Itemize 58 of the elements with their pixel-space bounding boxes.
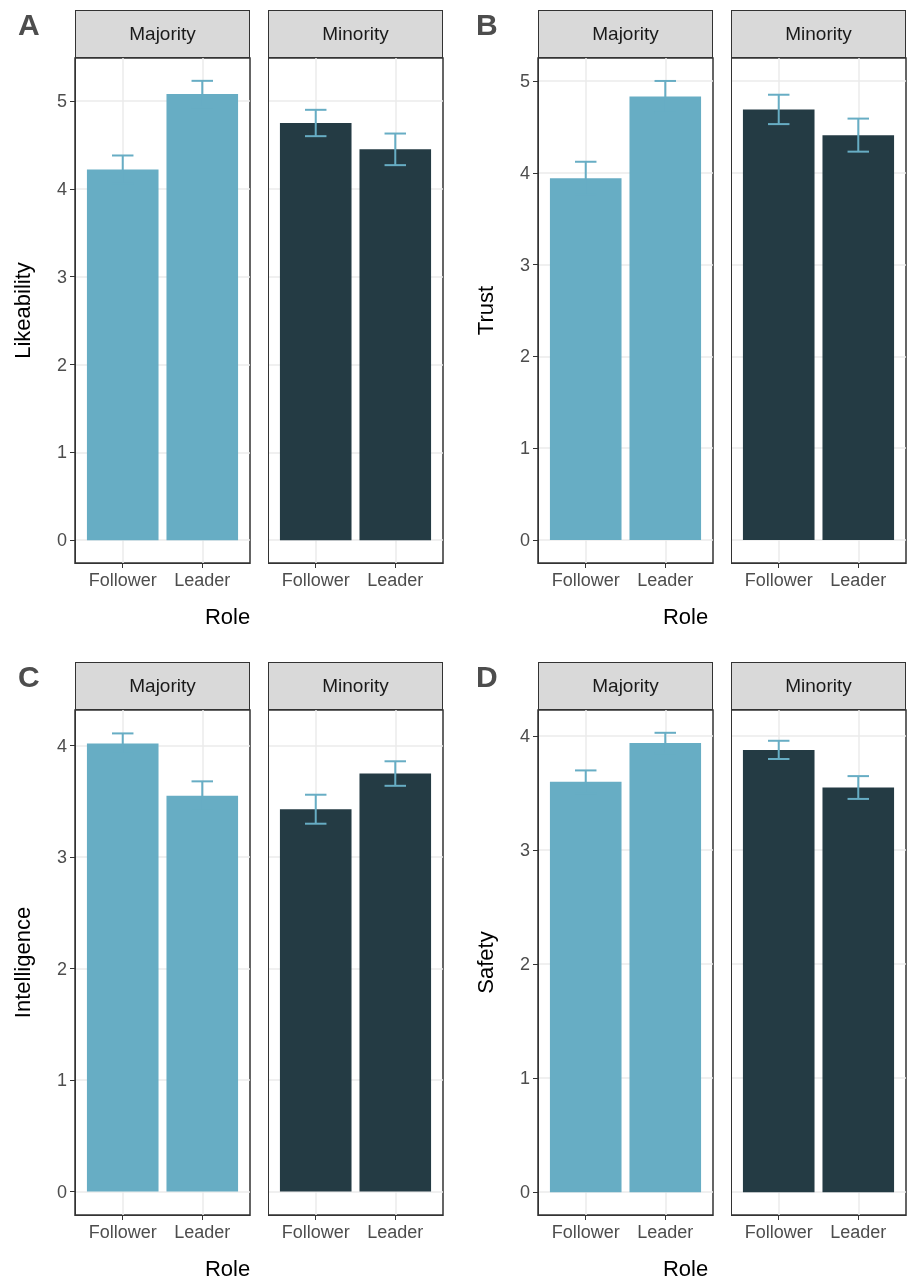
text: C (18, 660, 40, 694)
facet-strip: Majority (75, 10, 250, 58)
x-tick-label: Leader (830, 570, 887, 590)
facet-strip: Minority (268, 10, 443, 58)
x-tick-label: Follower (281, 1222, 350, 1242)
y-tick-label: 4 (56, 735, 67, 756)
x-tick-label: Follower (744, 570, 813, 590)
x-axis-title: Role (662, 603, 709, 629)
y-tick-label: 3 (56, 266, 67, 287)
y-tick-label: 2 (56, 958, 67, 979)
y-tick-label: 3 (519, 254, 530, 275)
y-tick-label: 1 (519, 1068, 530, 1089)
facet-strip: Majority (75, 662, 250, 710)
y-tick-label: 0 (56, 1181, 67, 1202)
x-tick-label: Follower (551, 570, 620, 590)
y-tick-label: 5 (56, 91, 67, 112)
x-axis-title: Role (204, 1255, 251, 1281)
x-tick-label: Follower (281, 570, 350, 590)
y-axis-title: Intelligence (9, 906, 35, 1019)
y-tick-label: 4 (519, 162, 530, 183)
x-tick-label: Follower (551, 1222, 620, 1242)
y-tick-label: 2 (56, 354, 67, 375)
facet-strip: Majority (538, 10, 713, 58)
y-tick-label: 3 (56, 847, 67, 868)
y-tick-label: 1 (56, 442, 67, 463)
y-tick-label: 5 (519, 70, 530, 91)
x-tick-label: Leader (174, 570, 231, 590)
x-tick-label: Leader (637, 570, 694, 590)
facet-strip: Minority (731, 662, 906, 710)
x-axis-title: Role (662, 1255, 709, 1281)
y-tick-label: 0 (519, 530, 530, 551)
y-tick-label: 0 (519, 1182, 530, 1203)
y-axis-title: Trust (472, 285, 498, 336)
x-axis-title: Role (204, 603, 251, 629)
y-tick-label: 1 (56, 1070, 67, 1091)
facet-strip: Minority (268, 662, 443, 710)
x-tick-label: Leader (367, 1222, 424, 1242)
text: B (476, 8, 498, 42)
y-tick-label: 2 (519, 346, 530, 367)
y-axis-title: Safety (472, 931, 498, 994)
x-tick-label: Leader (367, 570, 424, 590)
x-tick-label: Leader (174, 1222, 231, 1242)
y-axis-title: Likeability (9, 262, 35, 359)
x-tick-label: Follower (88, 570, 157, 590)
y-tick-label: 2 (519, 954, 530, 975)
y-tick-label: 1 (519, 438, 530, 459)
text: D (476, 660, 498, 694)
x-tick-label: Leader (637, 1222, 694, 1242)
y-tick-label: 0 (56, 530, 67, 551)
y-tick-label: 4 (519, 726, 530, 747)
y-tick-label: 4 (56, 178, 67, 199)
text: A (18, 8, 40, 42)
x-tick-label: Follower (88, 1222, 157, 1242)
facet-strip: Majority (538, 662, 713, 710)
facet-strip: Minority (731, 10, 906, 58)
x-tick-label: Follower (744, 1222, 813, 1242)
x-tick-label: Leader (830, 1222, 887, 1242)
y-tick-label: 3 (519, 840, 530, 861)
